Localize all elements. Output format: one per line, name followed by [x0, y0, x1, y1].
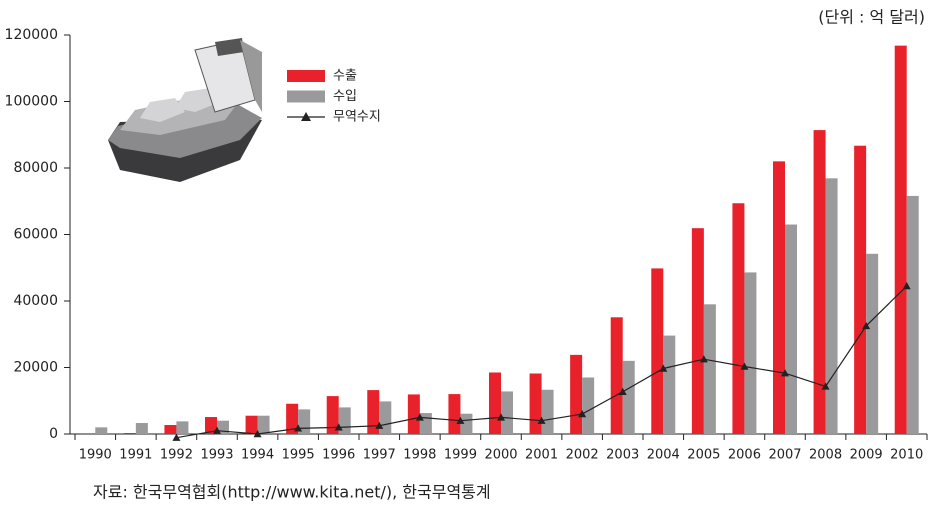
x-tick-label: 1993 [200, 448, 233, 463]
x-tick-label: 2007 [768, 448, 801, 463]
y-tick-label: 0 [49, 426, 58, 442]
line-marker [537, 416, 546, 424]
bar [489, 372, 501, 434]
bar [785, 224, 797, 434]
bar [866, 253, 879, 434]
bar [703, 304, 716, 434]
line-marker [659, 364, 668, 372]
legend-label: 무역수지 [333, 110, 381, 125]
x-tick-label: 1990 [79, 448, 112, 463]
line-marker [699, 355, 708, 363]
x-tick-label: 1994 [241, 448, 274, 463]
line-marker [213, 426, 221, 434]
line-marker [618, 387, 627, 395]
bar [691, 228, 704, 434]
bar [651, 268, 664, 434]
bar [732, 203, 745, 434]
bar [501, 391, 513, 434]
bar [407, 394, 420, 434]
bar [610, 317, 623, 434]
line-marker [334, 423, 343, 431]
x-tick-label: 2006 [728, 448, 761, 463]
bar [448, 394, 461, 434]
source: 자료: 한국무역협회(http://www.kita.net/), 한국무역통계 [93, 483, 491, 502]
bar [906, 195, 919, 434]
line-marker [172, 433, 181, 441]
bar [379, 401, 392, 434]
line-marker [497, 413, 505, 421]
unit-note: (단위 : 억 달러) [818, 8, 925, 27]
bar [135, 423, 148, 434]
bar [854, 145, 867, 434]
x-tick-label: 2000 [484, 448, 517, 463]
bar [286, 403, 299, 434]
bar [123, 433, 136, 434]
x-tick-label: 2005 [687, 448, 720, 463]
x-tick-label: 1992 [160, 448, 193, 463]
x-tick-label: 1991 [119, 448, 152, 463]
y-tick-label: 120000 [5, 27, 58, 43]
ship-illustration [108, 38, 262, 182]
x-tick-label: 2003 [606, 448, 639, 463]
x-tick-label: 1996 [322, 448, 355, 463]
x-tick-label: 2009 [850, 448, 883, 463]
bar [529, 373, 542, 434]
bar [813, 130, 826, 434]
bar [622, 360, 635, 434]
bar [460, 413, 473, 434]
line-marker [902, 282, 911, 290]
x-tick-label: 2004 [647, 448, 680, 463]
x-tick-label: 2002 [566, 448, 599, 463]
bar [257, 415, 270, 434]
y-tick-label: 20000 [13, 360, 58, 376]
x-tick-label: 1995 [282, 448, 315, 463]
y-tick-label: 40000 [13, 293, 58, 309]
bar [744, 272, 757, 434]
bar [894, 45, 907, 434]
line-marker [862, 321, 871, 330]
line-marker [456, 416, 465, 424]
legend-swatch [301, 112, 311, 121]
bar [773, 161, 785, 434]
bar [326, 396, 339, 434]
legend-swatch [287, 90, 325, 103]
line-marker [375, 421, 384, 429]
bar [582, 377, 595, 434]
legend-label: 수출 [333, 69, 357, 84]
bar [367, 390, 380, 434]
line-marker [253, 430, 262, 438]
bar [663, 335, 676, 434]
x-tick-label: 2010 [890, 448, 923, 463]
bar [541, 389, 554, 434]
legend-label: 수입 [333, 89, 357, 104]
x-tick-label: 2008 [809, 448, 842, 463]
x-tick-label: 1997 [363, 448, 396, 463]
line-marker [578, 410, 587, 418]
y-tick-label: 100000 [5, 94, 58, 110]
bar [570, 354, 583, 434]
y-tick-label: 80000 [13, 160, 58, 176]
line-marker [740, 362, 749, 370]
x-tick-label: 2001 [525, 448, 558, 463]
bar [164, 425, 177, 434]
bar [95, 427, 108, 434]
x-tick-label: 1999 [444, 448, 477, 463]
line-marker [415, 413, 424, 421]
bar [419, 413, 432, 434]
line-marker [821, 382, 830, 390]
legend-swatch [287, 70, 325, 82]
line-marker [781, 369, 789, 377]
bar [245, 415, 258, 434]
bar [176, 421, 189, 434]
x-tick-label: 1998 [403, 448, 436, 463]
bar [825, 178, 838, 434]
y-tick-label: 60000 [13, 227, 58, 243]
line-marker [294, 424, 303, 432]
bar [205, 417, 217, 434]
